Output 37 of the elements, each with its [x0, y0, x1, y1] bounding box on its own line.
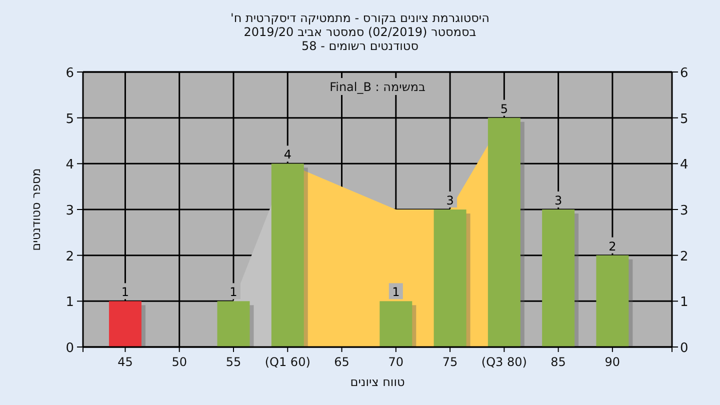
x-tick-label: (Q1 60) [264, 355, 310, 369]
x-tick-label: 85 [550, 355, 566, 369]
y-tick-label: 4 [66, 158, 74, 173]
y2-tick-label: 2 [680, 249, 688, 264]
x-tick-label: 55 [226, 355, 242, 369]
y-tick-label: 6 [66, 66, 74, 81]
x-tick-label: 75 [442, 355, 458, 369]
y2-tick-label: 1 [680, 295, 688, 310]
data-label: 1 [392, 285, 400, 300]
x-axis-title: טווח ציונים [350, 375, 405, 389]
y-axis-title: מספר סטודנטים [29, 168, 43, 251]
y2-tick-label: 4 [680, 158, 688, 173]
data-label: 1 [230, 285, 238, 300]
data-label: 1 [121, 285, 130, 300]
data-label: 4 [284, 148, 292, 162]
x-tick-label: (Q3 80) [481, 355, 527, 369]
data-label: 2 [608, 239, 616, 254]
annotation: Final_B : במשימה [330, 80, 426, 94]
x-tick-label: 90 [604, 355, 620, 369]
y-tick-label: 0 [66, 341, 74, 356]
x-tick-label: 65 [334, 355, 350, 369]
data-label: 3 [446, 194, 454, 208]
x-tick-label: 70 [388, 355, 404, 369]
x-tick-label: 50 [172, 355, 188, 369]
y2-tick-label: 5 [680, 112, 688, 127]
data-label: 5 [500, 102, 508, 116]
y2-tick-label: 3 [680, 204, 688, 218]
y-tick-label: 1 [66, 295, 74, 310]
x-tick-label: 45 [118, 355, 133, 369]
y2-tick-label: 6 [680, 66, 688, 81]
y-tick-label: 5 [66, 112, 74, 127]
chart-title: היסטוגרמת ציונים בקורס - מתמטיקה דיסקרטית ח' [230, 11, 490, 25]
y-tick-label: 3 [66, 204, 74, 218]
y2-tick-label: 0 [680, 341, 688, 356]
y-tick-label: 2 [66, 249, 74, 264]
chart-subtitle: בסמסטר (02/2019) סמסטר אביב 2019/20 סטודנטים רשומים - 58 [244, 25, 476, 53]
data-label: 3 [554, 194, 562, 208]
